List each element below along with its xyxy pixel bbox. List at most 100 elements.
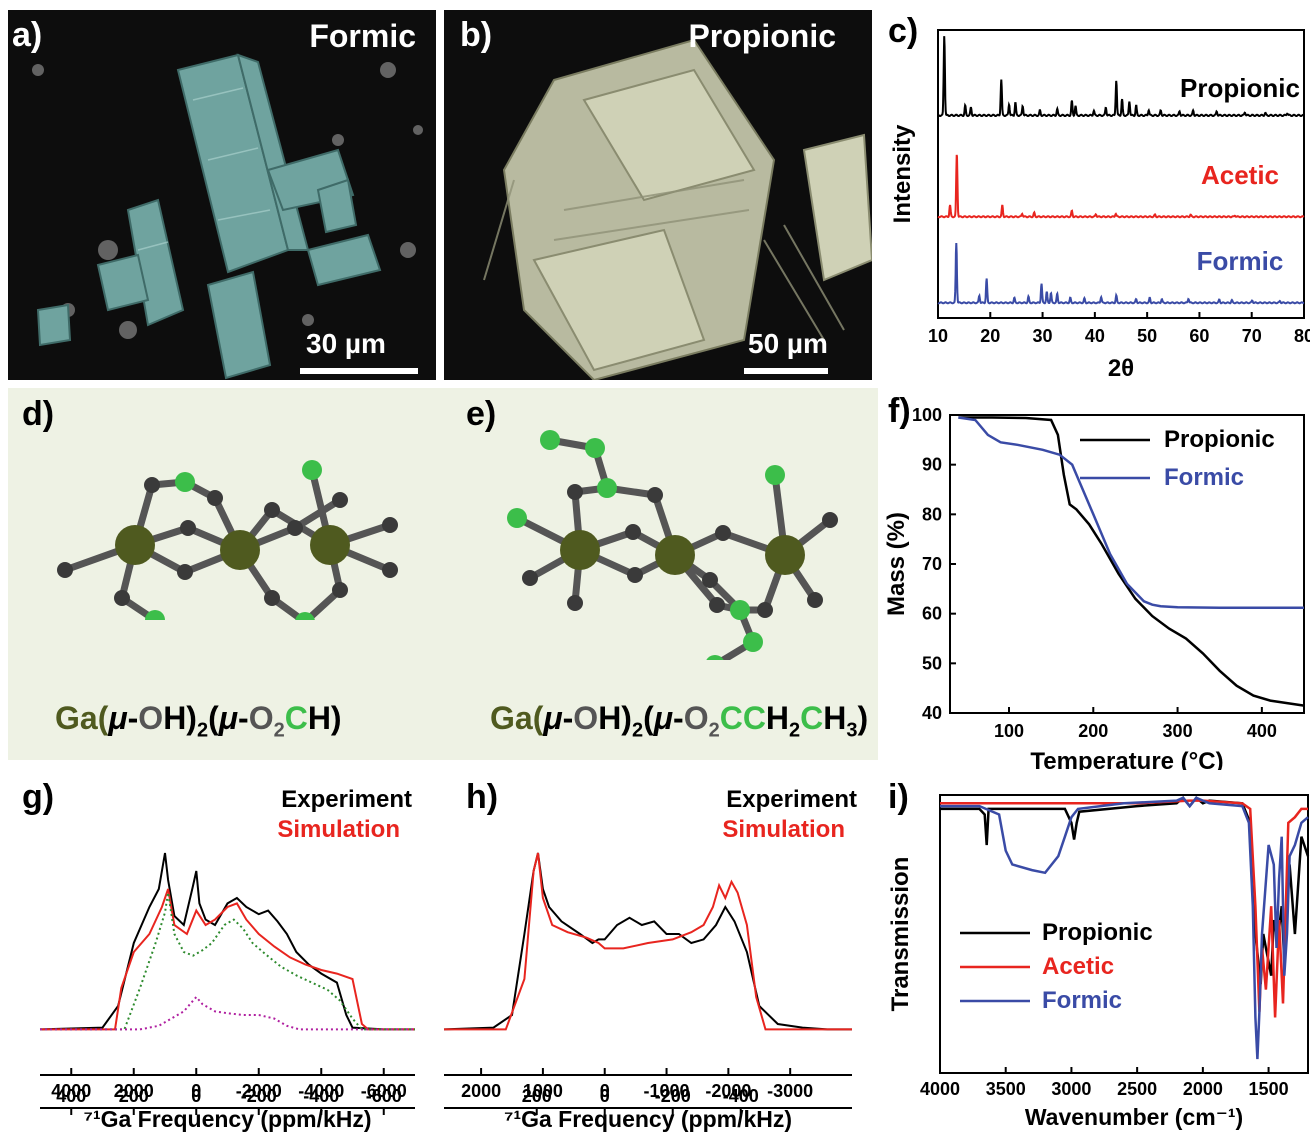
series-label-acetic: Acetic [1201, 160, 1279, 190]
formula-part: 3 [846, 719, 858, 742]
x-tick-label: -6000 [361, 1081, 407, 1101]
x-tick-label: -3000 [767, 1081, 813, 1101]
propionate-structure [507, 430, 838, 660]
panel-a-label: a) [12, 16, 43, 54]
formula-part: Ga( [55, 700, 109, 736]
series-line-simulation [444, 852, 852, 1031]
legend-experiment: Experiment [281, 786, 412, 813]
formula-part: 2 [631, 719, 644, 742]
x-tick-label: 1500 [1249, 1079, 1289, 1099]
x-tick-label: 20 [980, 326, 1000, 346]
formula-part: μ [653, 700, 674, 736]
formula-part: 2 [708, 719, 720, 742]
x-tick-label: 2000 [461, 1081, 501, 1101]
formula-part: 2 [196, 719, 209, 742]
x2-tick-label: -400 [303, 1086, 339, 1106]
formula-part: H [765, 700, 790, 736]
formula-part: O [138, 700, 164, 736]
series-line-formic [937, 242, 1305, 305]
series-line-experiment [443, 852, 852, 1031]
y-tick-label: 70 [922, 554, 942, 574]
formate-structure [57, 460, 398, 620]
y-tick-label: 100 [912, 405, 942, 425]
propionate-formula: Ga(μ-OH)2(μ-O2CCH2CH3) [490, 700, 868, 742]
panel-g-label: g) [22, 778, 55, 816]
x-axis-label: ⁷¹Ga Frequency (ppm/kHz) [83, 1106, 371, 1132]
x-tick-label: 400 [1247, 721, 1277, 741]
x-tick-label: 50 [1137, 326, 1157, 346]
sem-formic-image [8, 10, 436, 380]
x-tick-label: 60 [1189, 326, 1209, 346]
x-axis-label: Wavenumber (cm⁻¹) [1025, 1104, 1243, 1130]
formula-part: C [284, 700, 308, 736]
plot-frame [939, 794, 1309, 1074]
y-axis-label: Mass (%) [883, 512, 910, 616]
series-line-simulation [40, 888, 415, 1031]
x-tick-label: 100 [994, 721, 1024, 741]
formula-part: - [673, 700, 684, 736]
formate-formula: Ga(μ-OH)2(μ-O2CH) [55, 700, 342, 742]
formula-part: 2 [789, 719, 801, 742]
formula-part: 2 [273, 719, 285, 742]
legend-simulation: Simulation [277, 816, 400, 843]
x-tick-label: 70 [1242, 326, 1262, 346]
x2-tick-label: -400 [723, 1086, 759, 1106]
formula-part: H) [598, 700, 632, 736]
panel-b-label: b) [460, 16, 493, 54]
x-tick-label: 2500 [1117, 1079, 1157, 1099]
x-axis-label: Temperature (°C) [1030, 748, 1223, 770]
x-tick-label: 300 [1163, 721, 1193, 741]
y-tick-label: 50 [922, 653, 942, 673]
y-tick-label: 60 [922, 604, 942, 624]
series-line-formic [958, 416, 1304, 609]
x-tick-label: -2000 [236, 1081, 282, 1101]
x2-tick-label: -600 [366, 1086, 402, 1106]
x-tick-label: 40 [1085, 326, 1105, 346]
legend-label: Propionic [1164, 426, 1275, 453]
series-line-experiment [39, 852, 415, 1031]
y-tick-label: 80 [922, 504, 942, 524]
sem-propionic-title: Propionic [688, 18, 836, 54]
legend-label: Propionic [1042, 919, 1153, 946]
series-line-propionic [937, 36, 1305, 118]
x-tick-label: 30 [1033, 326, 1053, 346]
y-tick-label: 40 [922, 703, 942, 723]
x-tick-label: 4000 [51, 1081, 91, 1101]
x-tick-label: 0 [191, 1081, 201, 1101]
x2-tick-label: -200 [655, 1086, 691, 1106]
panel-i-label: i) [888, 778, 909, 816]
formula-part: Ga( [490, 700, 544, 736]
scale-bar-label: 50 µm [748, 328, 828, 359]
formula-part: μ [108, 700, 128, 736]
x-tick-label: 1000 [523, 1081, 563, 1101]
legend-label: Formic [1164, 464, 1244, 491]
panel-c-label: c) [888, 12, 919, 50]
panel-h-label: h) [466, 778, 499, 816]
x2-tick-label: 400 [56, 1086, 86, 1106]
x-tick-label: 80 [1294, 326, 1310, 346]
formula-part: ( [208, 700, 219, 736]
pxrd-chart: 10 20 30 40 50 60 70 80 2θ Intensity Propionic Acet… [889, 29, 1310, 380]
x2-tick-label: 0 [191, 1086, 201, 1106]
sem-formic-title: Formic [309, 18, 416, 54]
formula-part: - [238, 700, 249, 736]
y-axis-label: Transmission [887, 857, 914, 1012]
x-tick-label: 4000 [920, 1079, 960, 1099]
x-tick-label: -1000 [644, 1081, 690, 1101]
x2-tick-label: 200 [119, 1086, 149, 1106]
x-tick-label: 3000 [1051, 1079, 1091, 1099]
x-tick-label: 2000 [1183, 1079, 1223, 1099]
series-line-acetic [937, 154, 1305, 219]
sem-propionic-image [444, 10, 874, 382]
component-line [40, 995, 415, 1031]
legend-experiment: Experiment [726, 786, 857, 813]
x-tick-label: 200 [1078, 721, 1108, 741]
structures-background [8, 388, 878, 760]
formula-part: ) [857, 700, 869, 736]
component-line [40, 892, 415, 1031]
series-line-formic [940, 796, 1309, 1060]
formula-part: H) [307, 700, 342, 736]
x-tick-label: 2000 [114, 1081, 154, 1101]
